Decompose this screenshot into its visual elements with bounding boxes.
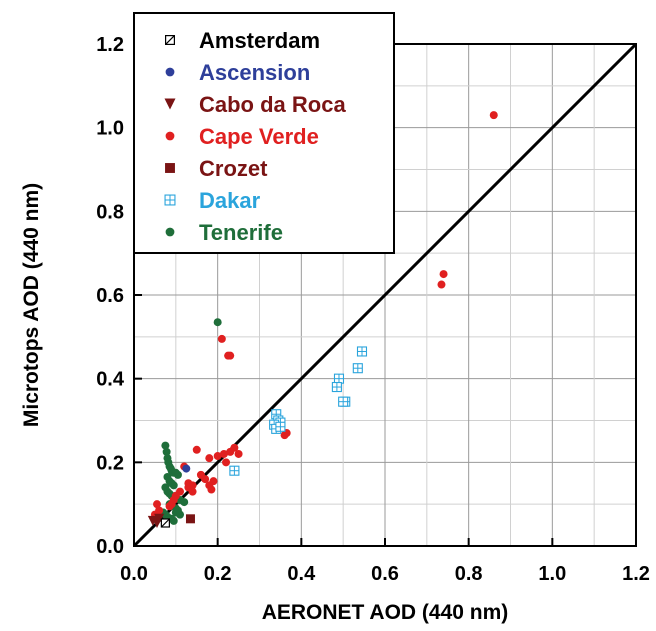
legend-marker	[165, 131, 175, 141]
legend-marker	[165, 34, 176, 45]
identity-line-group	[132, 42, 638, 548]
point-ascension	[182, 464, 191, 473]
point-cape-verde	[439, 270, 448, 279]
y-tick-label: 1.0	[96, 118, 124, 140]
point-tenerife	[213, 318, 222, 327]
legend-box	[133, 12, 395, 254]
point-dakar	[356, 346, 368, 357]
point-cape-verde	[217, 334, 226, 343]
legend-label: Amsterdam	[199, 28, 320, 53]
x-tick-label: 0.4	[287, 563, 316, 585]
point-cape-verde	[213, 452, 222, 461]
legend-label: Dakar	[199, 188, 261, 213]
point-cape-verde	[437, 280, 446, 289]
point-dakar	[229, 465, 240, 476]
legend-item-cabo-da-roca: Cabo da Roca	[164, 92, 346, 117]
point-cape-verde	[280, 431, 289, 440]
point-cape-verde	[153, 500, 162, 509]
point-cape-verde	[234, 449, 243, 458]
y-tick-label: 0.4	[96, 369, 125, 391]
point-cape-verde	[169, 495, 178, 504]
point-cape-verde	[230, 443, 239, 452]
y-tick-label: 1.2	[96, 34, 124, 56]
point-tenerife	[161, 441, 170, 450]
legend-marker	[164, 194, 176, 206]
x-tick-label: 1.0	[538, 563, 566, 585]
point-cape-verde	[165, 502, 174, 511]
legend-marker	[165, 227, 175, 237]
point-tenerife	[173, 470, 182, 479]
identity-line	[132, 42, 638, 548]
legend-items: Amsterdam Ascension Cabo da Roca Cape Verde…	[164, 28, 346, 245]
legend-label: Ascension	[199, 60, 310, 85]
y-axis-title: Microtops AOD (440 nm)	[20, 183, 43, 427]
point-dakar	[338, 396, 349, 407]
point-cape-verde	[489, 111, 498, 120]
legend-marker	[164, 98, 176, 110]
marker-slash	[165, 35, 175, 45]
legend-item-ascension: Ascension	[165, 60, 310, 85]
point-dakar	[352, 363, 363, 374]
point-cape-verde	[201, 475, 210, 484]
y-tick-labels: 0.0 0.2 0.4 0.6 0.8 1.0 1.2	[96, 34, 142, 558]
legend-marker	[165, 67, 175, 77]
x-tick-label: 0.8	[455, 563, 483, 585]
y-tick-label: 0.0	[96, 536, 124, 558]
data-points	[147, 111, 498, 528]
point-amsterdam	[160, 518, 170, 528]
legend-item-amsterdam: Amsterdam	[165, 28, 320, 53]
legend-item-cape-verde: Cape Verde	[165, 124, 319, 149]
x-axis-title: AERONET AOD (440 nm)	[262, 601, 509, 624]
point-tenerife	[180, 498, 189, 507]
legend-item-crozet: Crozet	[165, 156, 268, 181]
point-cape-verde	[192, 445, 201, 454]
point-dakar	[333, 373, 345, 384]
legend-label: Cabo da Roca	[199, 92, 346, 117]
point-tenerife	[162, 447, 171, 456]
legend-marker	[165, 163, 175, 173]
point-tenerife	[176, 510, 185, 519]
y-tick-label: 0.8	[96, 201, 124, 223]
legend: Amsterdam Ascension Cabo da Roca Cape Verde…	[133, 12, 395, 254]
point-dakar	[331, 381, 342, 393]
marker-slash	[160, 518, 170, 528]
point-crozet	[185, 514, 195, 524]
point-cabo-da-roca	[154, 513, 165, 524]
legend-label: Crozet	[199, 156, 268, 181]
point-tenerife	[169, 516, 178, 525]
point-cape-verde	[188, 487, 197, 496]
x-tick-labels: 0.0 0.2 0.4 0.6 0.8 1.0 1.2	[120, 538, 650, 585]
point-dakar	[275, 421, 286, 432]
x-tick-label: 0.2	[204, 563, 232, 585]
point-cape-verde	[207, 485, 216, 494]
x-tick-label: 1.2	[622, 563, 650, 585]
x-tick-label: 0.0	[120, 563, 148, 585]
point-cape-verde	[226, 351, 235, 360]
legend-label: Tenerife	[199, 220, 283, 245]
point-cape-verde	[222, 458, 231, 467]
y-tick-label: 0.6	[96, 285, 124, 307]
point-tenerife	[169, 481, 178, 490]
point-cape-verde	[205, 454, 214, 463]
legend-item-tenerife: Tenerife	[165, 220, 283, 245]
point-cape-verde	[219, 449, 228, 458]
x-tick-label: 0.6	[371, 563, 399, 585]
legend-item-dakar: Dakar	[164, 188, 261, 213]
legend-label: Cape Verde	[199, 124, 319, 149]
y-tick-label: 0.2	[96, 452, 124, 474]
